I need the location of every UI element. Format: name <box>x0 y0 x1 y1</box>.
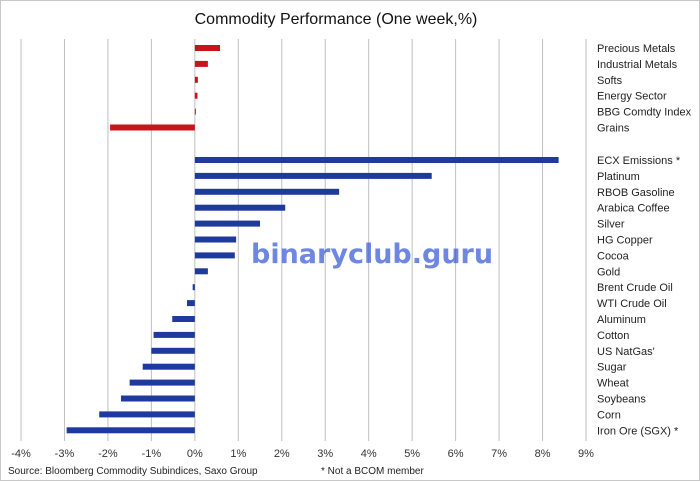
category-label: HG Copper <box>597 235 653 247</box>
bar-us-natgas <box>151 347 195 354</box>
category-label: Soybeans <box>597 394 646 406</box>
watermark-text: binaryclub.guru <box>251 239 493 270</box>
category-label: Energy Sector <box>597 91 667 103</box>
bar-sugar <box>142 363 195 370</box>
bar-corn <box>99 411 195 418</box>
category-label: Gold <box>597 266 620 278</box>
bar-ecx-emissions <box>194 157 559 163</box>
category-label: Platinum <box>597 171 640 183</box>
category-label: Cocoa <box>597 250 630 262</box>
category-label: Cotton <box>597 330 629 342</box>
bar-silver <box>194 220 261 227</box>
category-label: ECX Emissions * <box>597 155 681 167</box>
bar-rbob-gasoline <box>194 188 340 195</box>
bar-iron-ore-sgx <box>66 427 195 434</box>
category-label: Brent Crude Oil <box>597 282 673 294</box>
x-tick-label: 0% <box>187 448 203 460</box>
category-label: Precious Metals <box>597 43 676 55</box>
bar-aluminum <box>172 316 195 322</box>
bar-brent-crude-oil <box>192 284 195 291</box>
x-tick-label: 8% <box>535 448 551 460</box>
category-label: Grains <box>597 123 630 135</box>
x-tick-label: -1% <box>142 448 162 460</box>
bar-bbg-comdty-index <box>194 108 196 115</box>
bar-precious-metals <box>194 45 221 51</box>
category-label: Aluminum <box>597 314 646 326</box>
category-label: US NatGas' <box>597 346 655 358</box>
bar-wheat <box>129 379 195 386</box>
category-label: RBOB Gasoline <box>597 187 675 199</box>
x-tick-label: -2% <box>98 448 118 460</box>
bar-cotton <box>153 331 195 338</box>
x-tick-label: 1% <box>230 448 246 460</box>
x-axis-ticks: -4% -3% -2% -1% 0% 1% 2% 3% 4% 5% 6% 7% 8% 9% <box>11 448 594 460</box>
category-label: Wheat <box>597 378 629 390</box>
bar-cocoa <box>194 252 235 259</box>
category-labels: Precious Metals Industrial Metals Softs Ene… <box>597 43 692 437</box>
bar-energy-sector <box>194 92 198 99</box>
chart-title: Commodity Performance (One week,%) <box>195 11 478 28</box>
bar-soybeans <box>120 395 195 402</box>
x-tick-label: 4% <box>361 448 377 460</box>
x-tick-label: 6% <box>448 448 464 460</box>
source-note: Source: Bloomberg Commodity Subindices, … <box>8 466 258 477</box>
x-tick-label: 3% <box>317 448 333 460</box>
bar-layer <box>66 45 559 434</box>
membership-note: * Not a BCOM member <box>321 466 424 477</box>
bar-gold <box>194 268 208 275</box>
bar-wti-crude-oil <box>187 300 195 307</box>
bar-grains <box>110 124 195 131</box>
category-label: Corn <box>597 409 621 421</box>
x-tick-label: 7% <box>491 448 507 460</box>
bar-arabica-coffee <box>194 204 286 211</box>
bar-softs <box>194 76 198 83</box>
x-tick-label: -3% <box>55 448 75 460</box>
x-tick-label: 2% <box>274 448 290 460</box>
bar-hg-copper <box>194 236 237 243</box>
category-label: BBG Comdty Index <box>597 107 692 119</box>
category-label: WTI Crude Oil <box>597 298 667 310</box>
x-tick-label: 9% <box>578 448 594 460</box>
category-label: Silver <box>597 219 625 231</box>
category-label: Iron Ore (SGX) * <box>597 425 679 437</box>
category-label: Industrial Metals <box>597 59 678 71</box>
bar-platinum <box>194 172 432 179</box>
category-label: Sugar <box>597 362 627 374</box>
x-tick-label: 5% <box>404 448 420 460</box>
category-label: Arabica Coffee <box>597 203 670 215</box>
x-tick-label: -4% <box>11 448 31 460</box>
bar-industrial-metals <box>194 60 208 67</box>
category-label: Softs <box>597 75 623 87</box>
